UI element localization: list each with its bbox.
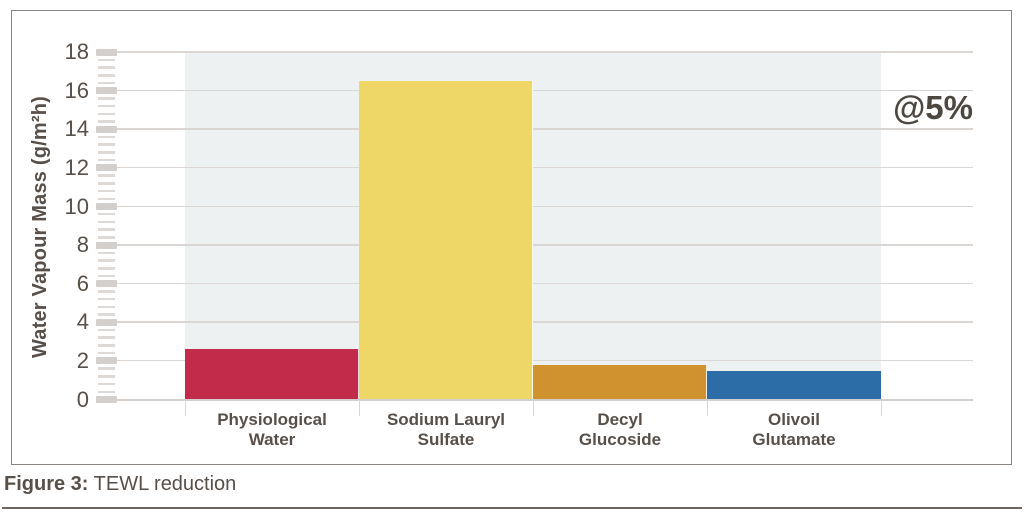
bar-physiological-water [185, 349, 359, 400]
y-axis-major-tick [96, 48, 117, 56]
category-label-line: Sulfate [417, 430, 475, 449]
x-axis-line [117, 398, 973, 401]
gridline [117, 166, 973, 169]
y-axis-minor-tick [98, 220, 115, 224]
y-axis-minor-tick [98, 367, 115, 370]
category-label-line: Glutamate [752, 430, 836, 449]
category-label-line: Sodium Lauryl [386, 410, 506, 429]
y-axis-minor-tick [98, 112, 115, 116]
y-axis-tick-label: 0 [76, 386, 89, 412]
y-axis-minor-tick [98, 390, 115, 394]
y-axis-minor-tick [98, 81, 115, 85]
y-axis-minor-tick [98, 236, 115, 239]
y-axis-minor-tick [98, 66, 115, 69]
category-label-line: Glucoside [578, 430, 662, 449]
y-axis-minor-tick [98, 290, 115, 293]
category-label-line: Decyl [597, 410, 643, 429]
category-label-line: Physiological [217, 410, 327, 429]
y-axis-minor-tick [98, 135, 115, 139]
category-divider-tick [533, 400, 534, 416]
y-axis-minor-tick [98, 274, 115, 278]
gridline [117, 89, 973, 92]
gridline [117, 128, 973, 130]
gridline [117, 282, 973, 285]
figure-panel: 0 2 4 6 8 10 12 14 16 18 Physiological Water Sodium … [11, 10, 1012, 465]
y-axis-minor-tick [98, 174, 115, 177]
y-axis-minor-tick [98, 74, 115, 77]
y-axis-minor-tick [98, 58, 115, 62]
gridline [117, 51, 973, 53]
y-axis-minor-tick [98, 267, 115, 270]
gridline [117, 321, 973, 323]
y-axis-minor-tick [98, 120, 115, 123]
bar-olivoil-glutamate [707, 370, 881, 400]
y-axis-minor-tick [98, 351, 115, 355]
gridline [117, 244, 973, 246]
bar-decyl-glucoside [533, 364, 707, 400]
y-axis-major-tick [96, 164, 117, 172]
y-axis-tick-label: 2 [76, 347, 89, 373]
figure-caption: Figure 3: TEWL reduction [4, 473, 236, 496]
y-axis-tick-label: 4 [76, 309, 89, 335]
y-axis-title: Water Vapour Mass (g/m²h) [29, 95, 51, 359]
y-axis-major-tick [96, 396, 117, 403]
y-axis-major-tick [96, 125, 117, 133]
category-label: Olivoil Glutamate [707, 410, 881, 450]
y-axis-minor-tick [98, 197, 115, 201]
y-axis-tick-label: 16 [64, 77, 89, 103]
y-axis-major-tick [96, 87, 117, 95]
y-axis-major-tick [96, 203, 117, 210]
category-label: Physiological Water [185, 410, 359, 450]
y-axis-minor-tick [98, 251, 115, 255]
y-axis-minor-tick [98, 158, 115, 162]
y-axis-minor-tick [98, 328, 115, 332]
bar-sodium-lauryl-sulfate [359, 81, 533, 400]
y-axis-minor-tick [98, 104, 115, 108]
y-axis-tick-label: 10 [64, 193, 89, 219]
plot-background [185, 52, 881, 400]
y-axis-minor-tick [98, 212, 115, 216]
category-label: Sodium Lauryl Sulfate [359, 410, 533, 450]
category-divider-tick [881, 400, 882, 416]
y-axis-minor-tick [98, 313, 115, 316]
category-divider-tick [185, 400, 186, 416]
y-axis-tick-label: 6 [76, 270, 89, 296]
gridline [117, 359, 973, 362]
y-axis-minor-tick [98, 336, 115, 339]
y-axis-tick-label: 8 [76, 232, 89, 258]
y-axis-minor-tick [98, 182, 115, 185]
y-axis-minor-tick [98, 297, 115, 301]
y-axis-minor-tick [98, 189, 115, 193]
category-divider-tick [707, 400, 708, 416]
y-axis-minor-tick [98, 151, 115, 154]
y-axis-tick-label: 18 [64, 39, 89, 65]
y-axis-minor-tick [98, 305, 115, 309]
category-divider-tick [359, 400, 360, 416]
category-label: Decyl Glucoside [533, 410, 707, 450]
y-axis-minor-tick [98, 143, 115, 146]
figure-caption-label: Figure 3: [4, 473, 89, 495]
figure-caption-text: TEWL reduction [93, 473, 237, 495]
y-axis-major-tick [96, 357, 117, 365]
y-axis-tick-label: 12 [64, 154, 89, 180]
y-axis-major-tick [96, 280, 117, 288]
y-axis-tick-label: 14 [64, 116, 89, 142]
y-axis-minor-tick [98, 259, 115, 262]
y-axis-minor-tick [98, 344, 115, 347]
y-axis-major-tick [96, 318, 117, 326]
y-axis-minor-tick [98, 375, 115, 378]
y-axis-minor-tick [98, 382, 115, 386]
concentration-annotation: @5% [893, 89, 973, 126]
y-axis-minor-tick [98, 97, 115, 100]
caption-divider-rule [2, 507, 1022, 509]
gridline [117, 205, 973, 207]
y-axis-minor-tick [98, 228, 115, 231]
category-label-line: Water [248, 430, 296, 449]
y-axis-major-tick [96, 241, 117, 249]
category-label-line: Olivoil [768, 410, 820, 429]
